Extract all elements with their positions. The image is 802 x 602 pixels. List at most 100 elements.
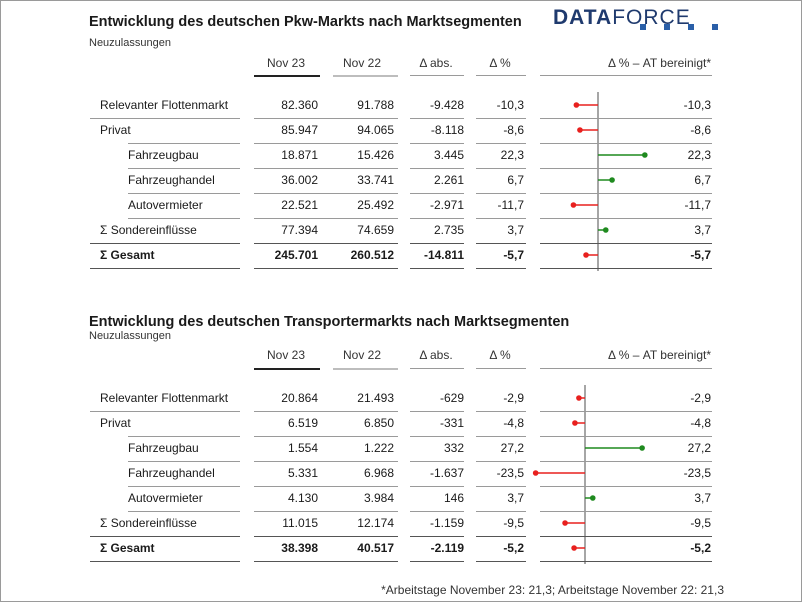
table1-row-2-separator-values (254, 143, 398, 144)
table2-row-4-nov22: 6.968 (363, 466, 394, 480)
table1-row-5-nov23: 22.521 (281, 198, 318, 212)
table2-row-5-pct: 3,7 (507, 491, 524, 505)
table1-row-7-nov22: 260.512 (350, 248, 394, 262)
table1-row-2-nov23: 85.947 (281, 123, 318, 137)
table1-row-5-adj: -11,7 (684, 198, 711, 212)
table1-row-2-nov22: 94.065 (357, 123, 394, 137)
table2-row-7-nov23: 38.398 (281, 541, 318, 555)
table2-row-6-dot (562, 520, 568, 526)
table2-row-4-adj: -23,5 (683, 466, 711, 480)
table1-row-6-separator-abs (410, 243, 464, 244)
table1-row-2-separator-label (128, 143, 240, 144)
table2-row-1-separator-pct (476, 411, 526, 412)
table2-row-6-label: Σ Sondereinflüsse (100, 516, 197, 530)
table2-dot-chart (532, 385, 645, 564)
table1-row-4-nov23: 36.002 (281, 173, 318, 187)
table1-row-3-separator-adj (540, 168, 712, 169)
table2-row-4-pct: -23,5 (496, 466, 524, 480)
table2-row-7-separator-adj (540, 561, 712, 562)
table1-row-1-dot (573, 102, 580, 108)
table2-row-6-separator-adj (540, 536, 712, 537)
table2-row-2-separator-values (254, 436, 398, 437)
table2-header-nov22: Nov 22 (342, 348, 382, 362)
table2-row-1-pct: -2,9 (503, 391, 524, 405)
table2-header-underline-nov23 (254, 368, 320, 370)
table2-row-5-nov23: 4.130 (287, 491, 318, 505)
table2-row-7-label: Σ Gesamt (100, 541, 155, 555)
table1-row-4-adj: 6,7 (694, 173, 711, 187)
table1-row-6-abs: 2.735 (433, 223, 464, 237)
table2-row-4-nov23: 5.331 (287, 466, 318, 480)
table1-row-4-separator-values (254, 193, 398, 194)
table2-row-6-separator-abs (410, 536, 464, 537)
table1-row-7-separator-adj (540, 268, 712, 269)
table2-row-1-label: Relevanter Flottenmarkt (100, 391, 229, 405)
table2-row-3-nov23: 1.554 (287, 441, 318, 455)
table2-header-nov23: Nov 23 (266, 348, 306, 362)
table2-row-3-nov22: 1.222 (363, 441, 394, 455)
table1-row-6-separator-pct (476, 243, 526, 244)
table2-row-3-abs: 332 (443, 441, 464, 455)
table1-row-7-nov23: 245.701 (274, 248, 318, 262)
table2-header-line-abs (410, 368, 464, 369)
table1-row-2-label: Privat (100, 123, 131, 137)
table1-row-4-nov22: 33.741 (357, 173, 394, 187)
table2-header-adj: Δ % – AT bereinigt* (608, 348, 711, 362)
table2-row-1-dot (576, 395, 582, 401)
table2-row-2-separator-label (128, 436, 240, 437)
table2-row-6-abs: -1.159 (429, 516, 464, 530)
table1-row-5-separator-abs (410, 218, 464, 219)
table2-row-1-abs: -629 (439, 391, 464, 405)
table2-row-4-separator-adj (540, 486, 712, 487)
table1-header-line-pct (476, 75, 526, 76)
table1-row-5-separator-pct (476, 218, 526, 219)
table2-row-5-label: Autovermieter (128, 491, 203, 505)
table2-row-7-dot (571, 545, 577, 551)
table1-row-6-pct: 3,7 (507, 223, 524, 237)
table1-row-4-separator-label (128, 193, 240, 194)
table2-row-2-nov22: 6.850 (363, 416, 394, 430)
table1-row-7-abs: -14.811 (423, 248, 464, 262)
table1-row-4-abs: 2.261 (433, 173, 464, 187)
table1-row-2-separator-abs (410, 143, 464, 144)
table1-header-underline-nov22 (333, 75, 398, 77)
table1-row-1-pct: -10,3 (496, 98, 524, 112)
table1-row-7-separator-abs (410, 268, 464, 269)
table1-title: Entwicklung des deutschen Pkw-Markts nac… (89, 14, 522, 30)
table2-row-4-separator-label (128, 486, 240, 487)
table2-row-7-adj: -5,2 (690, 541, 711, 555)
table2-row-5-separator-label (128, 511, 240, 512)
table1-row-7-separator-pct (476, 268, 526, 269)
table2-row-1-separator-abs (410, 411, 464, 412)
footnote: *Arbeitstage November 23: 21,3; Arbeitst… (381, 583, 724, 597)
table2-row-7-pct: -5,2 (503, 541, 524, 555)
table1-row-1-nov22: 91.788 (357, 98, 394, 112)
table1-row-5-abs: -2.971 (429, 198, 464, 212)
table1-row-6-separator-values (254, 243, 398, 244)
table2-row-6-adj: -9,5 (690, 516, 711, 530)
table1-row-4-pct: 6,7 (507, 173, 524, 187)
table2-header-line-pct (476, 368, 526, 369)
table1-row-3-abs: 3.445 (433, 148, 464, 162)
table2-row-5-abs: 146 (443, 491, 464, 505)
table2-row-5-separator-adj (540, 511, 712, 512)
table1-row-5-nov22: 25.492 (357, 198, 394, 212)
table2-row-7-nov22: 40.517 (357, 541, 394, 555)
table2-row-7-abs: -2.119 (430, 541, 464, 555)
table2-row-1-nov22: 21.493 (357, 391, 394, 405)
table1-row-7-separator-values (254, 268, 398, 269)
table1-row-3-nov22: 15.426 (357, 148, 394, 162)
table1-row-3-adj: 22,3 (687, 148, 711, 162)
table2-row-2-adj: -4,8 (690, 416, 711, 430)
dataforce-logo: DATAFORCE (553, 6, 691, 30)
table1-row-2-pct: -8,6 (503, 123, 524, 137)
table2-row-7-separator-abs (410, 561, 464, 562)
table2-row-3-separator-pct (476, 461, 526, 462)
table2-row-5-adj: 3,7 (694, 491, 711, 505)
table1-row-6-separator-adj (540, 243, 712, 244)
table1-header-nov23: Nov 23 (266, 56, 306, 70)
table2-row-4-label: Fahrzeughandel (128, 466, 215, 480)
table1-subtitle: Neuzulassungen (89, 37, 171, 49)
table2-row-6-separator-values (254, 536, 398, 537)
table1-row-3-pct: 22,3 (500, 148, 524, 162)
